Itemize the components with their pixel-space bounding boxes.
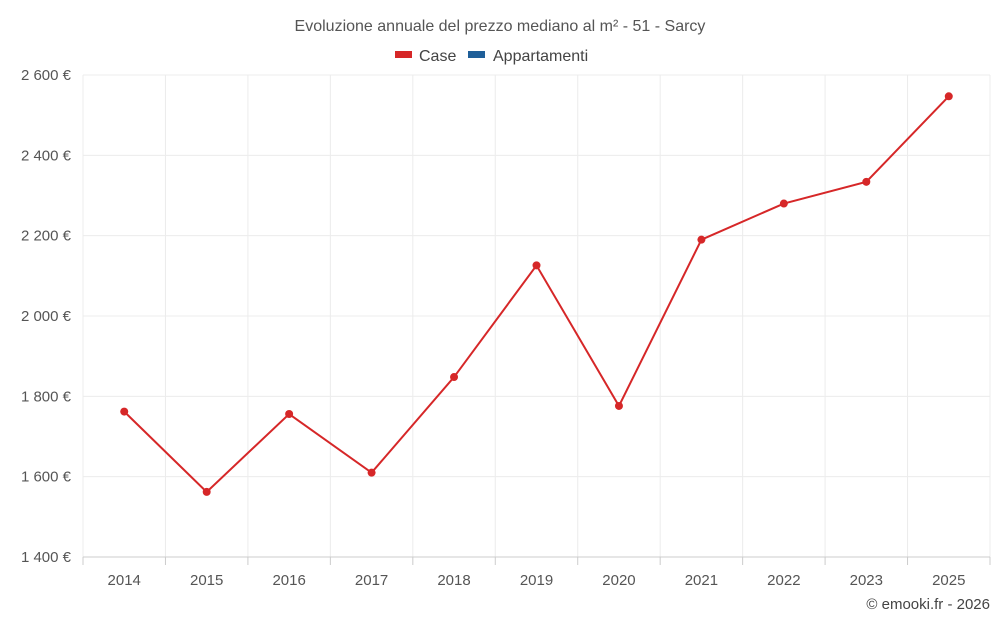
x-tick-label: 2019 <box>520 572 553 589</box>
x-axis-tick-labels: 2014 2015 2016 2017 2018 2019 2020 2021 2022 2023… <box>108 572 966 589</box>
credit-text: © emooki.fr - 2026 <box>866 596 990 613</box>
data-point-2018[interactable] <box>450 373 459 382</box>
legend-swatch-appartamenti <box>468 51 485 58</box>
x-tick-label: 2021 <box>685 572 718 589</box>
data-point-2014[interactable] <box>120 407 129 416</box>
data-point-2022[interactable] <box>779 199 788 208</box>
x-tick-label: 2023 <box>850 572 883 589</box>
y-gridlines <box>83 74 990 478</box>
data-point-2015[interactable] <box>202 487 211 496</box>
x-tick-label: 2015 <box>190 572 223 589</box>
y-tick-label: 2 600 € <box>21 67 72 84</box>
y-tick-label: 1 400 € <box>21 549 72 566</box>
x-tick-label: 2016 <box>272 572 305 589</box>
data-point-2020[interactable] <box>614 401 623 410</box>
x-tick-label: 2014 <box>108 572 141 589</box>
y-tick-label: 2 400 € <box>21 147 72 164</box>
legend-swatch-case <box>395 51 412 58</box>
data-point-2019[interactable] <box>532 261 541 270</box>
y-axis-tick-labels: 1 400 € 1 600 € 1 800 € 2 000 € 2 200 € 2 400… <box>21 67 72 566</box>
y-tick-label: 1 600 € <box>21 469 72 486</box>
x-tick-label: 2022 <box>767 572 800 589</box>
data-point-2021[interactable] <box>697 235 706 244</box>
x-gridlines <box>82 75 991 565</box>
chart-title: Evoluzione annuale del prezzo mediano al… <box>295 18 706 35</box>
y-tick-label: 2 000 € <box>21 308 72 325</box>
series-layer <box>120 92 953 496</box>
x-tick-label: 2025 <box>932 572 965 589</box>
data-point-2025[interactable] <box>944 92 953 101</box>
data-point-2023[interactable] <box>862 177 871 186</box>
data-point-2017[interactable] <box>367 468 376 477</box>
y-tick-label: 1 800 € <box>21 388 72 405</box>
legend-label-appartamenti[interactable]: Appartamenti <box>493 48 588 65</box>
legend: Case Appartamenti <box>395 48 588 65</box>
x-tick-label: 2018 <box>437 572 470 589</box>
x-tick-label: 2020 <box>602 572 635 589</box>
x-tick-label: 2017 <box>355 572 388 589</box>
y-tick-label: 2 200 € <box>21 228 72 245</box>
data-point-2016[interactable] <box>285 410 294 419</box>
legend-label-case[interactable]: Case <box>419 48 456 65</box>
